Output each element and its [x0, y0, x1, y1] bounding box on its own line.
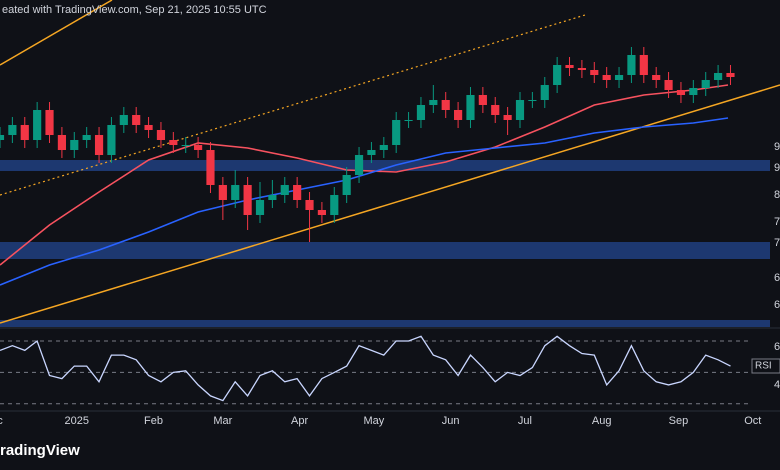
x-tick-label: Feb — [144, 415, 163, 427]
candle-body — [454, 110, 463, 120]
candle-body — [0, 135, 5, 140]
candle-body — [404, 120, 413, 121]
candle-body — [528, 100, 537, 101]
candle-body — [107, 125, 116, 155]
candle-body — [515, 100, 525, 120]
candle-body — [540, 85, 549, 100]
y-tick-label: 9 — [774, 162, 780, 174]
candle-body — [602, 75, 611, 80]
candle-body — [57, 135, 66, 150]
candle-body — [664, 80, 673, 90]
candle-body — [94, 135, 104, 155]
candle-body — [144, 125, 153, 130]
candle-body — [577, 68, 586, 70]
rsi-tick-label: 6 — [774, 341, 780, 353]
candle-body — [392, 120, 401, 145]
candle-body — [689, 88, 698, 95]
candle-body — [503, 115, 512, 120]
rsi-line — [0, 335, 731, 402]
rsi-label: RSI — [755, 361, 772, 372]
candle-body — [639, 55, 648, 75]
candle-body — [194, 145, 203, 150]
candle-body — [82, 135, 91, 140]
candle-body — [416, 105, 426, 120]
y-tick-label: 6 — [774, 272, 780, 284]
candle-body — [119, 115, 128, 125]
zone — [0, 242, 770, 259]
x-tick-label: 2025 — [65, 415, 89, 427]
x-tick-label: Apr — [291, 415, 308, 427]
rsi-tick-label: 4 — [774, 379, 780, 391]
candle-body — [590, 70, 599, 75]
candle-body — [701, 80, 710, 88]
rsi-label-box — [751, 358, 780, 374]
x-tick-label: c — [0, 415, 3, 427]
candle-body — [714, 73, 723, 80]
candle-body — [206, 150, 215, 185]
zone — [0, 320, 770, 327]
candle-body — [627, 55, 636, 75]
candle-body — [231, 185, 240, 200]
candle-body — [293, 185, 302, 200]
y-tick-label: 8 — [774, 189, 780, 201]
candle-body — [280, 185, 289, 195]
candle-body — [317, 210, 326, 215]
x-tick-label: Mar — [213, 415, 232, 427]
candle-body — [726, 73, 735, 77]
moving-average — [0, 84, 729, 266]
candle-body — [466, 95, 475, 120]
y-tick-label: 6 — [774, 299, 780, 311]
trend-line — [0, 14, 586, 196]
x-tick-label: Aug — [592, 415, 612, 427]
trend-line — [0, 0, 113, 66]
candle-body — [255, 200, 265, 215]
x-tick-label: Jun — [442, 415, 460, 427]
candle-body — [441, 100, 450, 110]
footer — [0, 431, 780, 470]
candle-body — [243, 185, 252, 215]
candle-body — [218, 185, 227, 200]
candle-body — [70, 140, 79, 150]
candle-body — [676, 90, 686, 95]
candle-body — [367, 150, 376, 155]
trend-line — [0, 84, 780, 324]
zone — [0, 160, 770, 171]
y-tick-label: 9 — [774, 141, 780, 153]
candle-body — [565, 65, 574, 68]
candle-body — [429, 100, 438, 105]
y-tick-label: 7 — [774, 216, 780, 228]
x-tick-label: May — [364, 415, 385, 427]
x-tick-label: Oct — [744, 415, 761, 427]
x-tick-label: Sep — [669, 415, 689, 427]
candle-body — [156, 130, 166, 140]
candle-body — [330, 195, 339, 215]
candle-body — [342, 175, 351, 195]
candle-body — [379, 145, 388, 150]
y-tick-label: 7 — [774, 237, 780, 249]
x-tick-label: Jul — [518, 415, 532, 427]
candle-body — [478, 95, 487, 105]
moving-average — [0, 117, 729, 286]
candle-body — [8, 125, 17, 135]
candle-body — [553, 65, 562, 85]
candle-body — [45, 110, 54, 135]
attribution: eated with TradingView.com, Sep 21, 2025… — [2, 4, 267, 16]
candle-body — [20, 125, 29, 140]
candle-body — [181, 145, 190, 146]
candle-body — [614, 75, 624, 80]
candle-body — [305, 200, 314, 210]
candle-body — [491, 105, 500, 115]
candle-body — [354, 155, 364, 175]
candle-body — [33, 110, 42, 140]
candle-body — [169, 140, 178, 145]
candle-body — [652, 75, 661, 80]
candle-body — [268, 195, 277, 200]
candle-body — [132, 115, 141, 125]
logo-text: radingView — [0, 442, 80, 459]
